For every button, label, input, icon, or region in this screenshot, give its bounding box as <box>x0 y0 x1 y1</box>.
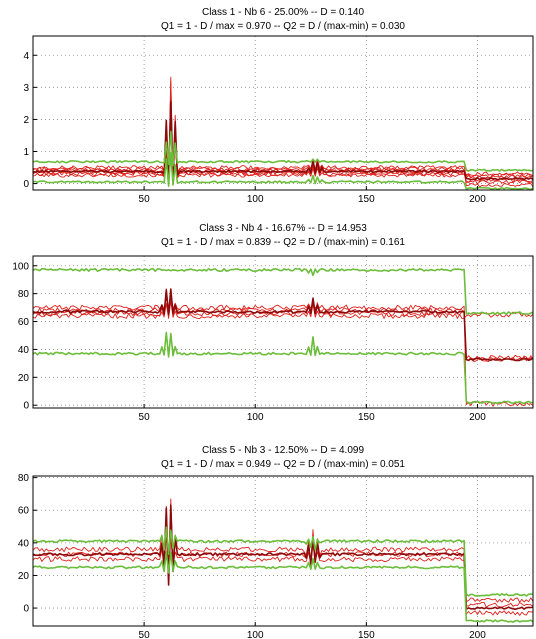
y-tick-label: 0 <box>23 179 29 190</box>
x-tick-label: 50 <box>139 412 151 423</box>
x-tick-label: 150 <box>358 630 375 639</box>
trace-line <box>33 288 533 363</box>
trace-line <box>33 291 533 361</box>
trace-line <box>33 112 533 182</box>
x-tick-label: 200 <box>469 194 486 205</box>
axes-frame <box>32 255 534 409</box>
mean-line <box>33 504 533 611</box>
chart-title: Class 5 - Nb 3 - 12.50% -- D = 4.099 <box>202 445 364 456</box>
lower-bound-line <box>33 331 533 405</box>
x-tick-label: 100 <box>247 412 264 423</box>
y-tick-label: 0 <box>23 401 29 412</box>
lower-bound-line <box>33 551 533 624</box>
y-tick-label: 40 <box>18 345 30 356</box>
trace-line <box>33 511 533 616</box>
series-group <box>33 498 533 624</box>
x-tick-label: 150 <box>358 412 375 423</box>
x-tick-label: 150 <box>358 194 375 205</box>
trace-line <box>33 534 533 603</box>
x-tick-label: 200 <box>469 412 486 423</box>
trace-line <box>33 498 533 608</box>
y-tick-label: 60 <box>18 506 30 517</box>
upper-bound-line <box>33 526 533 597</box>
axes-frame <box>32 475 534 627</box>
x-tick-label: 200 <box>469 630 486 639</box>
chart-title: Class 3 - Nb 4 - 16.67% -- D = 14.953 <box>199 223 367 234</box>
y-tick-label: 100 <box>12 261 29 272</box>
chart-subtitle: Q1 = 1 - D / max = 0.839 -- Q2 = D / (ma… <box>161 237 405 248</box>
y-tick-label: 20 <box>18 571 30 582</box>
series-group <box>33 76 533 190</box>
x-tick-label: 100 <box>247 194 264 205</box>
y-tick-label: 20 <box>18 373 30 384</box>
plot-area: 50 100 150 200 0 20 40 60 80 <box>18 473 534 639</box>
x-tick-label: 50 <box>139 630 151 639</box>
chart-subtitle: Q1 = 1 - D / max = 0.970 -- Q2 = D / (ma… <box>161 21 405 32</box>
mean-line <box>33 288 533 362</box>
lower-bound-line <box>33 152 533 190</box>
plot-area: 50 100 150 200 0 20 40 60 80 100 <box>12 255 534 423</box>
x-tick-label: 50 <box>139 194 151 205</box>
mean-line <box>33 100 533 185</box>
chart-panel-2: Class 3 - Nb 4 - 16.67% -- D = 14.953 Q1… <box>12 223 534 423</box>
chart-panel-1: Class 1 - Nb 6 - 25.00% -- D = 0.140 Q1 … <box>23 7 534 205</box>
upper-bound-line <box>33 267 533 316</box>
axes-frame <box>32 35 534 191</box>
y-tick-label: 40 <box>18 538 30 549</box>
y-tick-label: 60 <box>18 317 30 328</box>
x-tick-label: 100 <box>247 630 264 639</box>
y-tick-label: 1 <box>23 147 29 158</box>
chart-title: Class 1 - Nb 6 - 25.00% -- D = 0.140 <box>202 7 364 18</box>
chart-panel-3: Class 5 - Nb 3 - 12.50% -- D = 4.099 Q1 … <box>18 445 534 639</box>
series-group <box>33 267 533 407</box>
y-tick-label: 4 <box>23 51 29 62</box>
upper-bound-line <box>33 130 533 172</box>
y-tick-label: 3 <box>23 83 29 94</box>
y-tick-label: 80 <box>18 289 30 300</box>
y-tick-label: 80 <box>18 473 30 484</box>
chart-subtitle: Q1 = 1 - D / max = 0.949 -- Q2 = D / (ma… <box>161 459 405 470</box>
y-tick-label: 2 <box>23 115 29 126</box>
trace-line <box>33 297 533 407</box>
trace-line <box>33 300 533 319</box>
y-tick-label: 0 <box>23 604 29 615</box>
trace-line <box>33 76 533 181</box>
plot-area: 50 100 150 200 0 1 2 3 4 <box>23 35 534 205</box>
